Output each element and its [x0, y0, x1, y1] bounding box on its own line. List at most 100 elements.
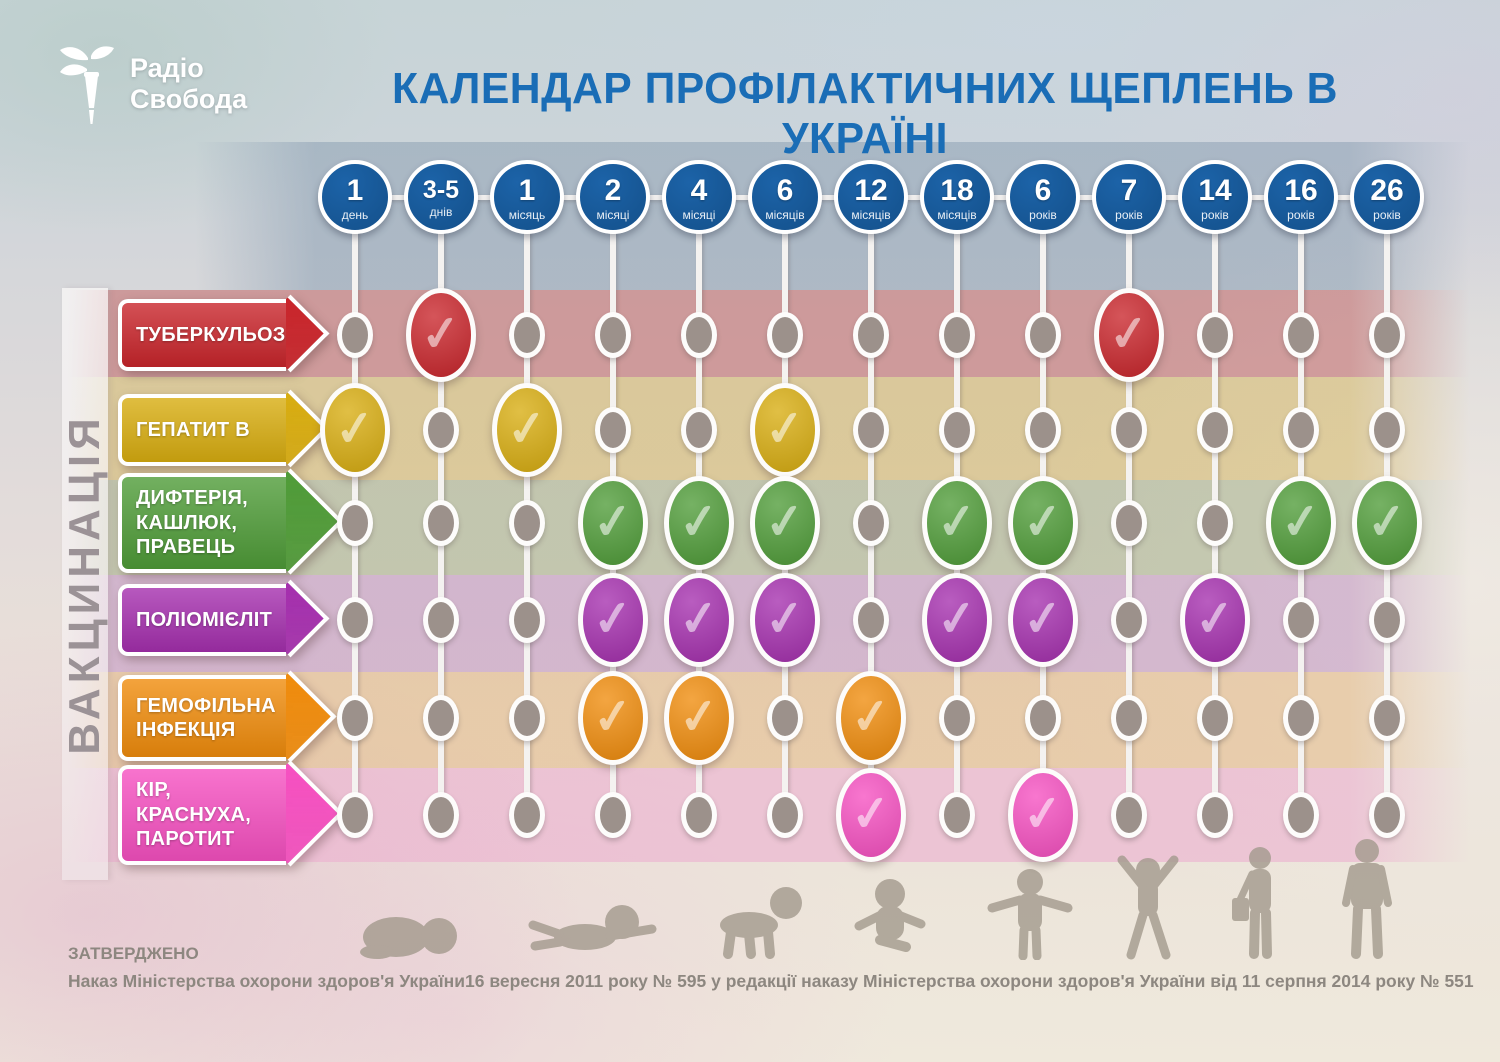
age-node-7-років: 7 років: [1092, 160, 1166, 234]
dot-tuberculosis-1-місяць: [509, 312, 545, 358]
dot-poliomyelitis-7-років: [1111, 597, 1147, 643]
age-value: 18: [940, 173, 974, 207]
dot-hepatitis-b-12-місяців: [853, 407, 889, 453]
age-node-4-місяці: 4 місяці: [662, 160, 736, 234]
age-value: 1: [346, 173, 364, 207]
checkmark-icon: ✓: [504, 401, 550, 458]
age-node-16-років: 16 років: [1264, 160, 1338, 234]
row-label-line: ІНФЕКЦІЯ: [136, 719, 236, 741]
age-value: 16: [1284, 173, 1318, 207]
age-value: 6: [1034, 173, 1052, 207]
age-value: 2: [604, 173, 622, 207]
row-label-poliomyelitis: ПОЛІОМІЄЛІТ: [118, 579, 329, 657]
logo-line1: Радіо: [130, 52, 204, 83]
dot-haemophilus-infection-1-місяць: [509, 695, 545, 741]
age-unit: місяці: [596, 207, 630, 222]
check-haemophilus-infection-2-місяці: ✓: [578, 671, 648, 765]
row-label-line: ГЕПАТИТ В: [136, 418, 251, 441]
check-diphtheria-pertussis-tetanus-6-років: ✓: [1008, 476, 1078, 570]
check-haemophilus-infection-12-місяців: ✓: [836, 671, 906, 765]
row-label-line: ПРАВЕЦЬ: [136, 536, 236, 559]
age-unit: років: [1029, 207, 1057, 222]
row-label-box: ГЕПАТИТ В: [118, 394, 286, 466]
row-label-box: ДИФТЕРІЯ, КАШЛЮК, ПРАВЕЦЬ: [118, 473, 286, 573]
row-label-line: ГЕМОФІЛЬНА: [136, 694, 276, 717]
age-value: 6: [776, 173, 794, 207]
dot-tuberculosis-16-років: [1283, 312, 1319, 358]
standing-toddler-silhouette-icon: [987, 869, 1073, 960]
dot-measles-rubella-mumps-18-місяців: [939, 792, 975, 838]
age-node-18-місяців: 18 місяців: [920, 160, 994, 234]
crawling-toddler-silhouette-icon: [720, 887, 802, 959]
age-unit: місяців: [937, 207, 977, 222]
age-node-1-місяць: 1 місяць: [490, 160, 564, 234]
age-unit: років: [1373, 207, 1401, 222]
dot-diphtheria-pertussis-tetanus-7-років: [1111, 500, 1147, 546]
check-haemophilus-infection-4-місяці: ✓: [664, 671, 734, 765]
row-label-line: КРАСНУХА,: [136, 803, 252, 826]
row-label-tuberculosis: ТУБЕРКУЛЬОЗ: [118, 294, 329, 372]
checkmark-icon: ✓: [848, 786, 894, 843]
dot-measles-rubella-mumps-7-років: [1111, 792, 1147, 838]
checkmark-icon: ✓: [762, 401, 808, 458]
row-label-box: ГЕМОФІЛЬНА ІНФЕКЦІЯ: [118, 675, 286, 761]
dot-diphtheria-pertussis-tetanus-12-місяців: [853, 500, 889, 546]
age-node-3-5-днів: 3-5 днів: [404, 160, 478, 234]
dot-tuberculosis-12-місяців: [853, 312, 889, 358]
check-poliomyelitis-14-років: ✓: [1180, 573, 1250, 667]
timeline-band: [0, 142, 1500, 290]
age-node-6-місяців: 6 місяців: [748, 160, 822, 234]
dot-measles-rubella-mumps-26-років: [1369, 792, 1405, 838]
dot-poliomyelitis-12-місяців: [853, 597, 889, 643]
check-poliomyelitis-18-місяців: ✓: [922, 573, 992, 667]
age-value: 26: [1370, 173, 1404, 207]
row-label-box: ПОЛІОМІЄЛІТ: [118, 584, 286, 656]
age-unit: місяць: [508, 207, 546, 222]
row-label-line: КАШЛЮК,: [136, 511, 238, 534]
row-label-line: ДИФТЕРІЯ,: [136, 487, 249, 510]
row-label-measles-rubella-mumps: КІР, КРАСНУХА, ПАРОТИТ: [118, 759, 344, 867]
footer-order-text: Наказ Міністерства охорони здоров'я Укра…: [68, 971, 1474, 991]
row-label-diphtheria-pertussis-tetanus: ДИФТЕРІЯ, КАШЛЮК, ПРАВЕЦЬ: [118, 467, 344, 575]
checkmark-icon: ✓: [676, 494, 722, 551]
dot-tuberculosis-6-років: [1025, 312, 1061, 358]
check-poliomyelitis-6-років: ✓: [1008, 573, 1078, 667]
age-unit: місяців: [765, 207, 805, 222]
crawling-baby-silhouette-icon: [528, 905, 657, 951]
vaccination-vertical-label: ВАКЦИНАЦІЯ: [60, 413, 109, 755]
row-label-line: ПОЛІОМІЄЛІТ: [136, 608, 273, 631]
age-value: 7: [1120, 173, 1138, 207]
age-node-6-років: 6 років: [1006, 160, 1080, 234]
dot-hepatitis-b-7-років: [1111, 407, 1147, 453]
torch-icon: [60, 46, 114, 124]
checkmark-icon: ✓: [934, 494, 980, 551]
dot-poliomyelitis-26-років: [1369, 597, 1405, 643]
dot-measles-rubella-mumps-2-місяці: [595, 792, 631, 838]
check-diphtheria-pertussis-tetanus-26-років: ✓: [1352, 476, 1422, 570]
checkmark-icon: ✓: [1278, 494, 1324, 551]
checkmark-icon: ✓: [762, 494, 808, 551]
dot-measles-rubella-mumps-16-років: [1283, 792, 1319, 838]
radio-svoboda-logo: Радіо Свобода: [58, 42, 247, 126]
dot-poliomyelitis-1-день: [337, 597, 373, 643]
age-unit: років: [1287, 207, 1315, 222]
logo-line2: Свобода: [130, 84, 248, 114]
check-measles-rubella-mumps-12-місяців: ✓: [836, 768, 906, 862]
vaccination-strip: ВАКЦИНАЦІЯ: [60, 288, 109, 880]
dot-hepatitis-b-14-років: [1197, 407, 1233, 453]
check-tuberculosis-7-років: ✓: [1094, 288, 1164, 382]
checkmark-icon: ✓: [332, 401, 378, 458]
dot-hepatitis-b-18-місяців: [939, 407, 975, 453]
row-label-hepatitis-b: ГЕПАТИТ В: [118, 389, 329, 467]
dot-measles-rubella-mumps-14-років: [1197, 792, 1233, 838]
dot-haemophilus-infection-18-місяців: [939, 695, 975, 741]
row-label-haemophilus-infection: ГЕМОФІЛЬНА ІНФЕКЦІЯ: [118, 670, 336, 762]
checkmark-icon: ✓: [1364, 494, 1410, 551]
check-poliomyelitis-4-місяці: ✓: [664, 573, 734, 667]
dot-tuberculosis-4-місяці: [681, 312, 717, 358]
checkmark-icon: ✓: [590, 689, 636, 746]
checkmark-icon: ✓: [1020, 591, 1066, 648]
dot-haemophilus-infection-26-років: [1369, 695, 1405, 741]
checkmark-icon: ✓: [418, 306, 464, 363]
